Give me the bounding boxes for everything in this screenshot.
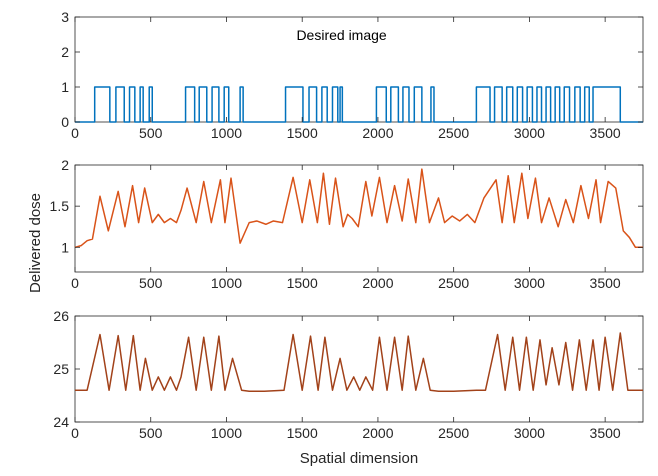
- y-tick-label: 24: [53, 414, 69, 430]
- x-tick-label: 1500: [287, 425, 318, 441]
- x-axis-label: Spatial dimension: [300, 450, 418, 467]
- x-tick-label: 1500: [287, 275, 318, 291]
- y-tick-label: 26: [53, 308, 69, 324]
- subplot-2: 0 500 1000 1500 2000 2500 3000 3500 1 1.5 2: [50, 157, 644, 291]
- x-tick-label: 500: [139, 425, 163, 441]
- x-tick-label: 3500: [590, 275, 621, 291]
- x-tick-label: 0: [71, 275, 79, 291]
- x-tick-label: 0: [71, 125, 79, 141]
- x-tick-label: 3500: [590, 125, 621, 141]
- y-tick-label: 1: [61, 239, 69, 255]
- x-tick-label: 1000: [211, 425, 242, 441]
- x-tick-label: 1000: [211, 275, 242, 291]
- axes-box-1: [74, 16, 644, 123]
- data-line-2-1: [74, 168, 643, 249]
- x-tick-label: 1000: [211, 125, 242, 141]
- x-tick-label: 2500: [438, 425, 469, 441]
- x-tick-label: 1500: [287, 125, 318, 141]
- annotation-desired-image: Desired image: [296, 27, 386, 43]
- y-tick-label: 2: [61, 44, 69, 60]
- data-line-1-1: [75, 86, 643, 123]
- x-tick-label: 2500: [438, 125, 469, 141]
- data-line-3-1: [75, 332, 643, 393]
- subplot-1: 0 500 1000 1500 2000 2500 3000 3500 0 1 2 3 Desired …: [61, 9, 644, 141]
- axes-box-3: [74, 315, 644, 423]
- y-tick-label: 0: [61, 114, 69, 130]
- x-tick-label: 3000: [514, 275, 545, 291]
- axes-layer: 0 500 1000 1500 2000 2500 3000 35000123Desired …: [50, 9, 644, 441]
- y-tick-label: 2: [61, 157, 69, 173]
- x-tick-label: 2500: [438, 275, 469, 291]
- y-axis-label: Delivered dose: [27, 193, 44, 293]
- x-tick-label: 0: [71, 425, 79, 441]
- y-tick-label: 3: [61, 9, 69, 25]
- x-tick-label: 500: [139, 125, 163, 141]
- x-tick-label: 3500: [590, 425, 621, 441]
- y-tick-label: 25: [53, 361, 69, 377]
- x-tick-label: 2000: [362, 425, 393, 441]
- y-tick-label: 1: [61, 79, 69, 95]
- x-tick-label: 3000: [514, 425, 545, 441]
- x-tick-label: 2000: [362, 125, 393, 141]
- x-tick-label: 2000: [362, 275, 393, 291]
- subplot-3: 0 500 1000 1500 2000 2500 3000 3500 24 25 26: [53, 308, 644, 441]
- x-tick-label: 3000: [514, 125, 545, 141]
- y-tick-label: 1.5: [50, 198, 70, 214]
- x-tick-label: 500: [139, 275, 163, 291]
